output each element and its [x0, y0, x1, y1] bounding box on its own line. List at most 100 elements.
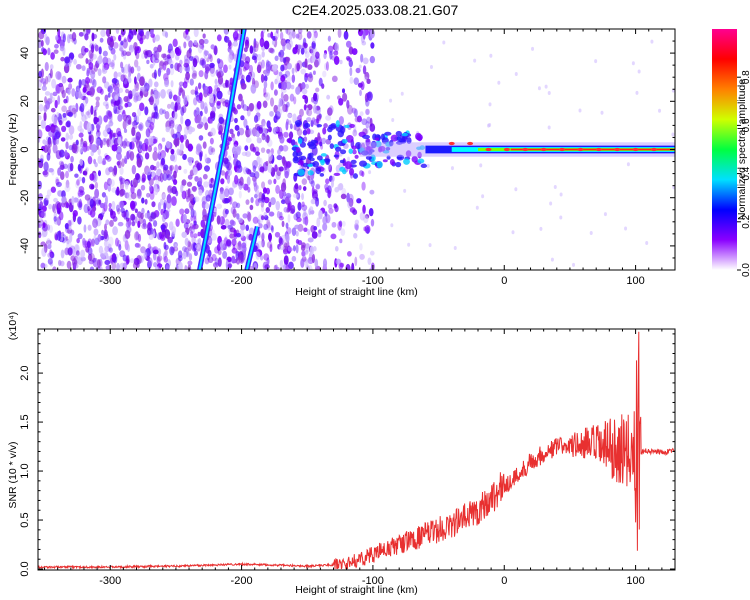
noise-blob — [300, 47, 305, 55]
noise-blob — [352, 209, 358, 216]
noise-blob — [351, 107, 357, 114]
noise-blob — [263, 211, 268, 218]
noise-blob — [163, 202, 167, 212]
noise-blob — [351, 48, 358, 55]
noise-blob — [267, 179, 273, 185]
tone-peak — [559, 147, 566, 152]
noise-blob — [282, 41, 286, 52]
noise-blob — [40, 119, 46, 129]
noise-blob — [209, 68, 216, 78]
noise-blob — [245, 224, 250, 231]
noise-blob — [119, 166, 124, 176]
noise-blob — [62, 112, 67, 118]
noise-blob — [280, 75, 286, 82]
noise-blob — [187, 260, 193, 266]
noise-blob — [294, 44, 299, 51]
noise-blob — [290, 84, 295, 90]
noise-blob — [99, 202, 106, 209]
noise-blob — [537, 86, 541, 91]
noise-blob — [100, 250, 106, 260]
noise-blob — [139, 102, 145, 112]
noise-blob — [340, 193, 347, 200]
noise-blob — [111, 262, 117, 270]
noise-blob — [210, 177, 214, 184]
colorbar-tick-label: 0.0 — [741, 263, 750, 277]
noise-blob — [294, 224, 300, 230]
noise-blob — [164, 244, 169, 250]
noise-blob — [296, 62, 300, 72]
noise-blob — [162, 30, 167, 37]
noise-blob — [148, 125, 154, 134]
noise-blob — [61, 196, 67, 204]
noise-blob — [318, 77, 323, 87]
noise-blob — [117, 136, 122, 146]
noise-blob — [211, 106, 216, 113]
noise-blob — [209, 137, 214, 145]
noise-blob — [360, 81, 365, 91]
noise-blob — [133, 137, 137, 143]
noise-blob — [341, 88, 346, 94]
noise-blob — [271, 225, 274, 233]
noise-blob — [204, 257, 210, 265]
noise-blob — [99, 88, 104, 95]
noise-blob — [92, 79, 97, 88]
noise-blob — [59, 164, 65, 170]
noise-blob — [152, 35, 156, 43]
noise-blob — [160, 89, 166, 99]
noise-blob — [203, 181, 209, 188]
noise-blob — [134, 216, 138, 224]
noise-blob — [313, 92, 319, 102]
noise-blob — [55, 83, 62, 94]
noise-blob — [185, 29, 189, 35]
noise-blob — [105, 124, 111, 133]
noise-blob — [232, 31, 239, 41]
noise-blob — [68, 52, 75, 61]
noise-blob — [306, 58, 312, 63]
noise-blob — [65, 132, 70, 141]
noise-blob — [99, 37, 104, 43]
noise-blob — [247, 211, 252, 222]
tone-blob — [329, 143, 335, 149]
noise-blob — [197, 43, 203, 54]
noise-blob — [229, 128, 234, 135]
noise-blob — [248, 227, 255, 236]
x-axis-label: Height of straight line (km) — [295, 286, 418, 298]
noise-blob — [306, 108, 313, 117]
noise-blob — [162, 109, 166, 115]
noise-blob — [286, 160, 292, 168]
noise-blob — [61, 105, 68, 113]
noise-blob — [40, 40, 44, 47]
noise-blob — [133, 41, 138, 51]
noise-blob — [53, 216, 57, 222]
noise-blob — [126, 210, 130, 219]
noise-blob — [139, 141, 143, 150]
noise-blob — [139, 76, 145, 87]
noise-blob — [180, 115, 184, 125]
noise-blob — [40, 78, 47, 84]
noise-blob — [311, 253, 316, 264]
noise-blob — [41, 145, 45, 152]
plot-frame — [37, 328, 676, 571]
noise-blob — [113, 71, 118, 79]
noise-blob — [59, 260, 65, 267]
tone-blob — [384, 131, 392, 136]
noise-blob — [301, 82, 306, 90]
noise-blob — [322, 70, 327, 78]
noise-blob — [339, 59, 343, 65]
noise-blob — [176, 148, 182, 155]
noise-blob — [227, 256, 232, 263]
noise-blob — [253, 41, 260, 49]
noise-blob — [173, 111, 178, 120]
noise-blob — [193, 97, 198, 106]
noise-blob — [139, 86, 146, 92]
y-tick-label: 1.0 — [19, 463, 31, 478]
noise-blob — [181, 105, 187, 114]
noise-blob — [600, 110, 604, 115]
noise-blob — [249, 204, 254, 211]
noise-blob — [91, 143, 98, 153]
noise-blob — [232, 41, 238, 47]
noise-blob — [195, 106, 200, 116]
noise-blob — [133, 231, 140, 241]
noise-blob — [49, 68, 53, 79]
noise-blob — [224, 218, 230, 228]
